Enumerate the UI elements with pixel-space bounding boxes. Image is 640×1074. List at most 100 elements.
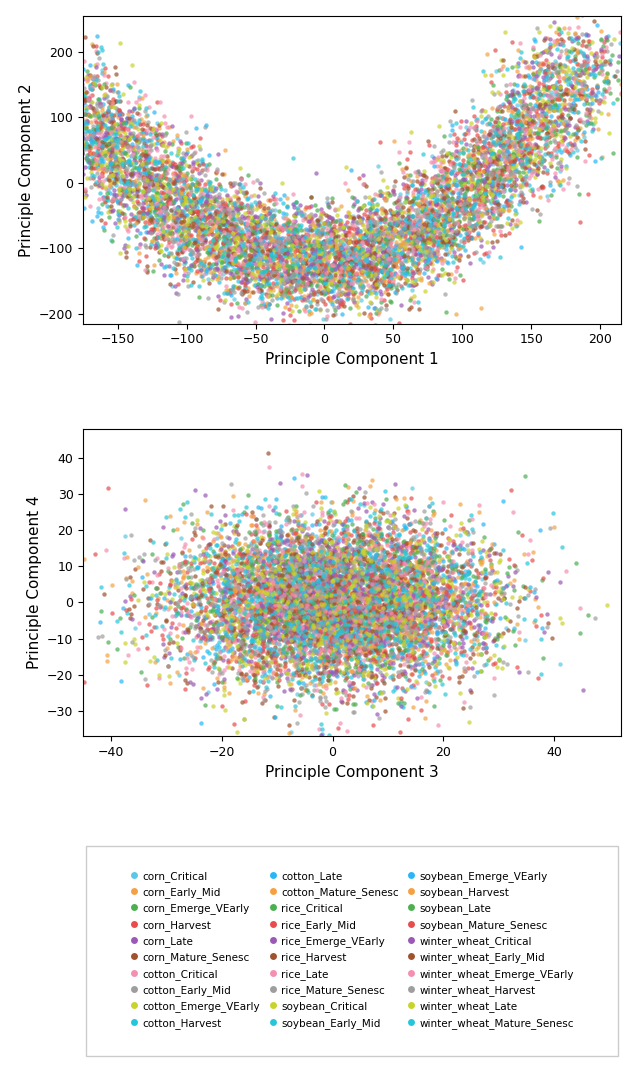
- rice_Late: [383, 229, 394, 246]
- corn_Harvest: [70, 90, 81, 107]
- soybean_Harvest: [216, 528, 226, 546]
- winter_wheat_Harvest: [88, 127, 99, 144]
- winter_wheat_Mature_Senesc: [516, 135, 526, 153]
- cotton_Mature_Senesc: [371, 547, 381, 564]
- rice_Mature_Senesc: [299, 627, 309, 644]
- soybean_Critical: [474, 214, 484, 231]
- winter_wheat_Harvest: [285, 562, 296, 579]
- winter_wheat_Harvest: [284, 232, 294, 249]
- soybean_Critical: [366, 266, 376, 284]
- rice_Late: [228, 246, 239, 263]
- soybean_Critical: [349, 286, 359, 303]
- winter_wheat_Harvest: [161, 164, 171, 182]
- soybean_Harvest: [179, 566, 189, 583]
- winter_wheat_Emerge_VEarly: [575, 600, 585, 618]
- rice_Critical: [177, 629, 187, 647]
- soybean_Late: [247, 558, 257, 576]
- winter_wheat_Harvest: [328, 607, 339, 624]
- winter_wheat_Critical: [564, 116, 574, 133]
- rice_Late: [447, 222, 457, 240]
- rice_Mature_Senesc: [255, 586, 265, 604]
- soybean_Early_Mid: [447, 248, 457, 265]
- cotton_Late: [337, 591, 347, 608]
- soybean_Critical: [507, 160, 517, 177]
- cotton_Early_Mid: [365, 600, 375, 618]
- winter_wheat_Mature_Senesc: [299, 608, 309, 625]
- soybean_Mature_Senesc: [333, 587, 344, 605]
- cotton_Mature_Senesc: [433, 204, 443, 221]
- corn_Harvest: [127, 102, 137, 119]
- soybean_Emerge_VEarly: [392, 621, 403, 638]
- soybean_Harvest: [342, 641, 352, 658]
- winter_wheat_Critical: [163, 217, 173, 234]
- corn_Emerge_VEarly: [364, 201, 374, 218]
- cotton_Early_Mid: [314, 325, 324, 343]
- cotton_Mature_Senesc: [298, 570, 308, 587]
- cotton_Harvest: [197, 229, 207, 246]
- cotton_Mature_Senesc: [465, 155, 476, 172]
- corn_Mature_Senesc: [490, 194, 500, 212]
- soybean_Harvest: [392, 595, 402, 612]
- soybean_Critical: [324, 580, 335, 597]
- rice_Early_Mid: [43, 164, 53, 182]
- rice_Early_Mid: [410, 242, 420, 259]
- corn_Mature_Senesc: [222, 561, 232, 578]
- cotton_Harvest: [326, 618, 337, 635]
- cotton_Emerge_VEarly: [333, 540, 344, 557]
- winter_wheat_Emerge_VEarly: [40, 124, 51, 141]
- cotton_Late: [269, 589, 279, 606]
- winter_wheat_Harvest: [311, 232, 321, 249]
- winter_wheat_Early_Mid: [482, 204, 492, 221]
- cotton_Late: [291, 193, 301, 211]
- soybean_Emerge_VEarly: [469, 582, 479, 599]
- winter_wheat_Early_Mid: [353, 542, 364, 560]
- rice_Early_Mid: [371, 273, 381, 290]
- soybean_Harvest: [470, 229, 480, 246]
- rice_Early_Mid: [293, 238, 303, 256]
- winter_wheat_Emerge_VEarly: [546, 147, 556, 164]
- corn_Emerge_VEarly: [125, 216, 135, 233]
- rice_Harvest: [433, 207, 443, 224]
- winter_wheat_Critical: [297, 564, 307, 581]
- rice_Critical: [239, 284, 249, 301]
- corn_Mature_Senesc: [266, 583, 276, 600]
- soybean_Early_Mid: [102, 182, 113, 199]
- rice_Late: [275, 574, 285, 591]
- winter_wheat_Mature_Senesc: [298, 633, 308, 650]
- corn_Early_Mid: [304, 603, 314, 620]
- soybean_Harvest: [172, 200, 182, 217]
- rice_Emerge_VEarly: [298, 570, 308, 587]
- winter_wheat_Harvest: [338, 563, 348, 580]
- winter_wheat_Emerge_VEarly: [465, 118, 475, 135]
- cotton_Critical: [220, 197, 230, 214]
- winter_wheat_Late: [297, 521, 307, 538]
- soybean_Late: [223, 244, 234, 261]
- rice_Early_Mid: [404, 593, 414, 610]
- soybean_Harvest: [100, 162, 111, 179]
- soybean_Harvest: [309, 545, 319, 562]
- winter_wheat_Early_Mid: [527, 112, 537, 129]
- cotton_Harvest: [269, 498, 280, 516]
- rice_Harvest: [268, 594, 278, 611]
- cotton_Harvest: [109, 186, 119, 203]
- corn_Early_Mid: [211, 164, 221, 182]
- rice_Mature_Senesc: [515, 178, 525, 195]
- winter_wheat_Emerge_VEarly: [396, 566, 406, 583]
- soybean_Critical: [369, 587, 379, 605]
- rice_Late: [276, 597, 286, 614]
- corn_Mature_Senesc: [234, 649, 244, 666]
- winter_wheat_Mature_Senesc: [191, 212, 201, 229]
- corn_Critical: [209, 616, 220, 634]
- corn_Critical: [179, 168, 189, 185]
- rice_Mature_Senesc: [476, 102, 486, 119]
- soybean_Emerge_VEarly: [282, 567, 292, 584]
- cotton_Emerge_VEarly: [294, 581, 305, 598]
- winter_wheat_Critical: [478, 634, 488, 651]
- corn_Early_Mid: [489, 585, 499, 603]
- rice_Late: [248, 507, 259, 524]
- winter_wheat_Harvest: [194, 537, 204, 554]
- cotton_Critical: [100, 74, 111, 91]
- rice_Mature_Senesc: [105, 145, 115, 162]
- rice_Harvest: [262, 248, 272, 265]
- winter_wheat_Late: [115, 151, 125, 169]
